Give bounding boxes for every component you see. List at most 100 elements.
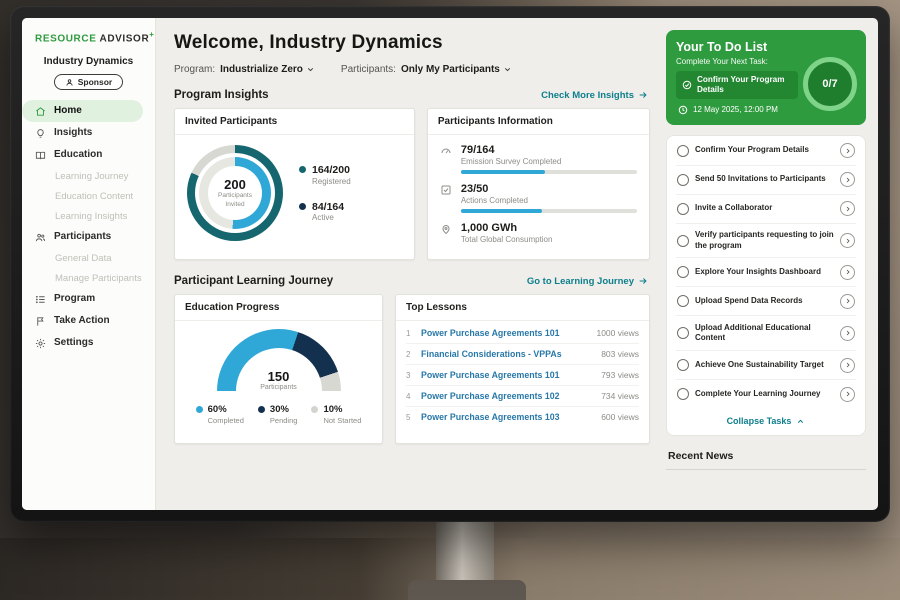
- sidebar: RESOURCE ADVISOR+ Industry Dynamics Spon…: [22, 18, 156, 510]
- lesson-link[interactable]: Power Purchase Agreements 101: [421, 370, 560, 380]
- sidebar-item-label: General Data: [55, 252, 112, 264]
- lesson-link[interactable]: Power Purchase Agreements 103: [421, 412, 560, 422]
- task-checkbox[interactable]: [677, 327, 689, 340]
- task-label: Complete Your Learning Journey: [695, 389, 821, 399]
- sidebar-item-education-content[interactable]: Education Content: [22, 186, 155, 206]
- sidebar-item-education[interactable]: Education: [22, 144, 155, 166]
- logo-primary: RESOURCE: [35, 33, 97, 45]
- org-name: Industry Dynamics: [43, 56, 134, 68]
- sidebar-item-label: Settings: [54, 337, 94, 349]
- task-row[interactable]: Explore Your Insights Dashboard: [676, 258, 856, 288]
- invited-donut-chart: 200 Participants Invited: [187, 145, 283, 241]
- go-to-learning-journey-link[interactable]: Go to Learning Journey: [527, 276, 648, 287]
- program-filter-select[interactable]: Industrialize Zero: [220, 64, 315, 75]
- todo-datetime: 12 May 2025, 12:00 PM: [676, 105, 856, 115]
- task-row[interactable]: Invite a Collaborator: [676, 195, 856, 224]
- task-row[interactable]: Send 50 Invitations to Participants: [676, 166, 856, 195]
- chevron-right-icon[interactable]: [840, 143, 855, 159]
- legend-dot: [257, 406, 265, 413]
- education-legend: 60% Completed 30% Pending: [195, 404, 361, 425]
- logo-secondary: ADVISOR: [99, 33, 150, 45]
- sidebar-item-label: Education Content: [55, 190, 134, 202]
- todo-progress-ring: 0/7: [803, 57, 857, 111]
- lesson-views: 803 views: [601, 349, 639, 359]
- task-row[interactable]: Verify participants requesting to join t…: [676, 224, 856, 259]
- task-checkbox[interactable]: [677, 234, 689, 247]
- stat-value: 79/164: [460, 144, 495, 156]
- app-logo: RESOURCE ADVISOR+: [22, 30, 155, 44]
- todo-subtitle: Complete Your Next Task:: [676, 57, 768, 66]
- dashboard-screen: RESOURCE ADVISOR+ Industry Dynamics Spon…: [22, 18, 878, 510]
- sidebar-item-take-action[interactable]: Take Action: [22, 310, 155, 332]
- learning-journey-header: Participant Learning Journey Go to Learn…: [174, 275, 648, 287]
- list-icon: [35, 294, 46, 305]
- task-label: Confirm Your Program Details: [695, 145, 809, 155]
- book-icon: [35, 150, 46, 161]
- task-checkbox[interactable]: [677, 173, 689, 186]
- task-checkbox[interactable]: [677, 388, 689, 401]
- task-checkbox[interactable]: [677, 266, 689, 279]
- chevron-down-icon: [503, 65, 512, 74]
- check-circle-icon: [682, 80, 692, 90]
- lesson-row: 3 Power Purchase Agreements 101 793 view…: [406, 365, 639, 386]
- gauge-center-label: Participants: [260, 384, 297, 391]
- sidebar-item-label: Learning Insights: [55, 210, 128, 222]
- gauge-center: 150 Participants: [217, 369, 341, 391]
- sidebar-item-program[interactable]: Program: [22, 288, 155, 310]
- sidebar-item-insights[interactable]: Insights: [22, 122, 155, 144]
- education-progress-body: 150 Participants 60% Completed: [175, 321, 382, 431]
- right-panel: Your To Do List Complete Your Next Task:…: [664, 18, 878, 510]
- task-row[interactable]: Complete Your Learning Journey: [676, 380, 856, 408]
- task-row[interactable]: Upload Spend Data Records: [676, 287, 856, 317]
- chevron-right-icon[interactable]: [840, 293, 855, 309]
- lesson-link[interactable]: Power Purchase Agreements 102: [421, 391, 560, 401]
- chevron-right-icon[interactable]: [840, 386, 855, 402]
- legend-dot: [299, 165, 306, 173]
- legend-item-not-started: 10% Not Started: [311, 404, 361, 425]
- sponsor-badge[interactable]: Sponsor: [53, 74, 124, 91]
- actions-progress-bar: [460, 209, 637, 213]
- chevron-right-icon[interactable]: [840, 233, 855, 249]
- task-row[interactable]: Upload Additional Educational Content: [676, 316, 856, 352]
- sidebar-nav: Home Insights Education Learning Journey…: [22, 100, 155, 354]
- participants-filter-label: Participants:: [340, 64, 396, 75]
- sidebar-item-participants[interactable]: Participants: [22, 226, 155, 248]
- stat-label: Emission Survey Completed: [460, 157, 562, 166]
- learning-journey-title: Participant Learning Journey: [174, 275, 334, 287]
- chevron-right-icon[interactable]: [840, 201, 855, 217]
- task-checkbox[interactable]: [677, 359, 689, 372]
- card-title: Education Progress: [175, 295, 382, 321]
- sidebar-item-home[interactable]: Home: [22, 100, 143, 123]
- sidebar-item-settings[interactable]: Settings: [22, 332, 155, 354]
- legend-item-registered: 164/200 Registered: [299, 164, 351, 186]
- link-label: Check More Insights: [541, 89, 634, 101]
- invited-legend: 164/200 Registered 84/164 Active: [299, 164, 351, 222]
- lesson-link[interactable]: Financial Considerations - VPPAs: [421, 349, 562, 359]
- progress-fill: [460, 170, 546, 174]
- sidebar-item-general-data[interactable]: General Data: [22, 248, 155, 268]
- lesson-link[interactable]: Power Purchase Agreements 101: [421, 328, 560, 338]
- task-checkbox[interactable]: [677, 144, 689, 157]
- chevron-right-icon[interactable]: [840, 264, 855, 280]
- program-insights-header: Program Insights Check More Insights: [174, 89, 648, 101]
- collapse-tasks-button[interactable]: Collapse Tasks: [676, 408, 856, 434]
- meter-icon: [440, 144, 452, 174]
- sidebar-item-learning-journey[interactable]: Learning Journey: [22, 166, 155, 186]
- invited-participants-body: 200 Participants Invited 164/200 Registe…: [175, 135, 414, 251]
- participants-filter-select[interactable]: Only My Participants: [401, 64, 512, 75]
- chevron-right-icon[interactable]: [840, 325, 855, 341]
- task-checkbox[interactable]: [677, 295, 689, 308]
- lesson-row: 4 Power Purchase Agreements 102 734 view…: [406, 386, 639, 407]
- lesson-views: 600 views: [601, 412, 639, 422]
- sidebar-item-manage-participants[interactable]: Manage Participants: [22, 268, 155, 288]
- stat-global-consumption: 1,000 GWh Total Global Consumption: [440, 222, 637, 244]
- todo-next-task[interactable]: Confirm Your Program Details: [676, 71, 798, 99]
- task-row[interactable]: Confirm Your Program Details: [676, 137, 856, 166]
- check-more-insights-link[interactable]: Check More Insights: [541, 90, 648, 101]
- chevron-right-icon[interactable]: [840, 357, 855, 373]
- sidebar-item-learning-insights[interactable]: Learning Insights: [22, 206, 155, 226]
- task-checkbox[interactable]: [677, 202, 689, 215]
- task-row[interactable]: Achieve One Sustainability Target: [676, 351, 856, 381]
- chevron-right-icon[interactable]: [840, 172, 855, 188]
- lesson-rank: 2: [406, 349, 411, 359]
